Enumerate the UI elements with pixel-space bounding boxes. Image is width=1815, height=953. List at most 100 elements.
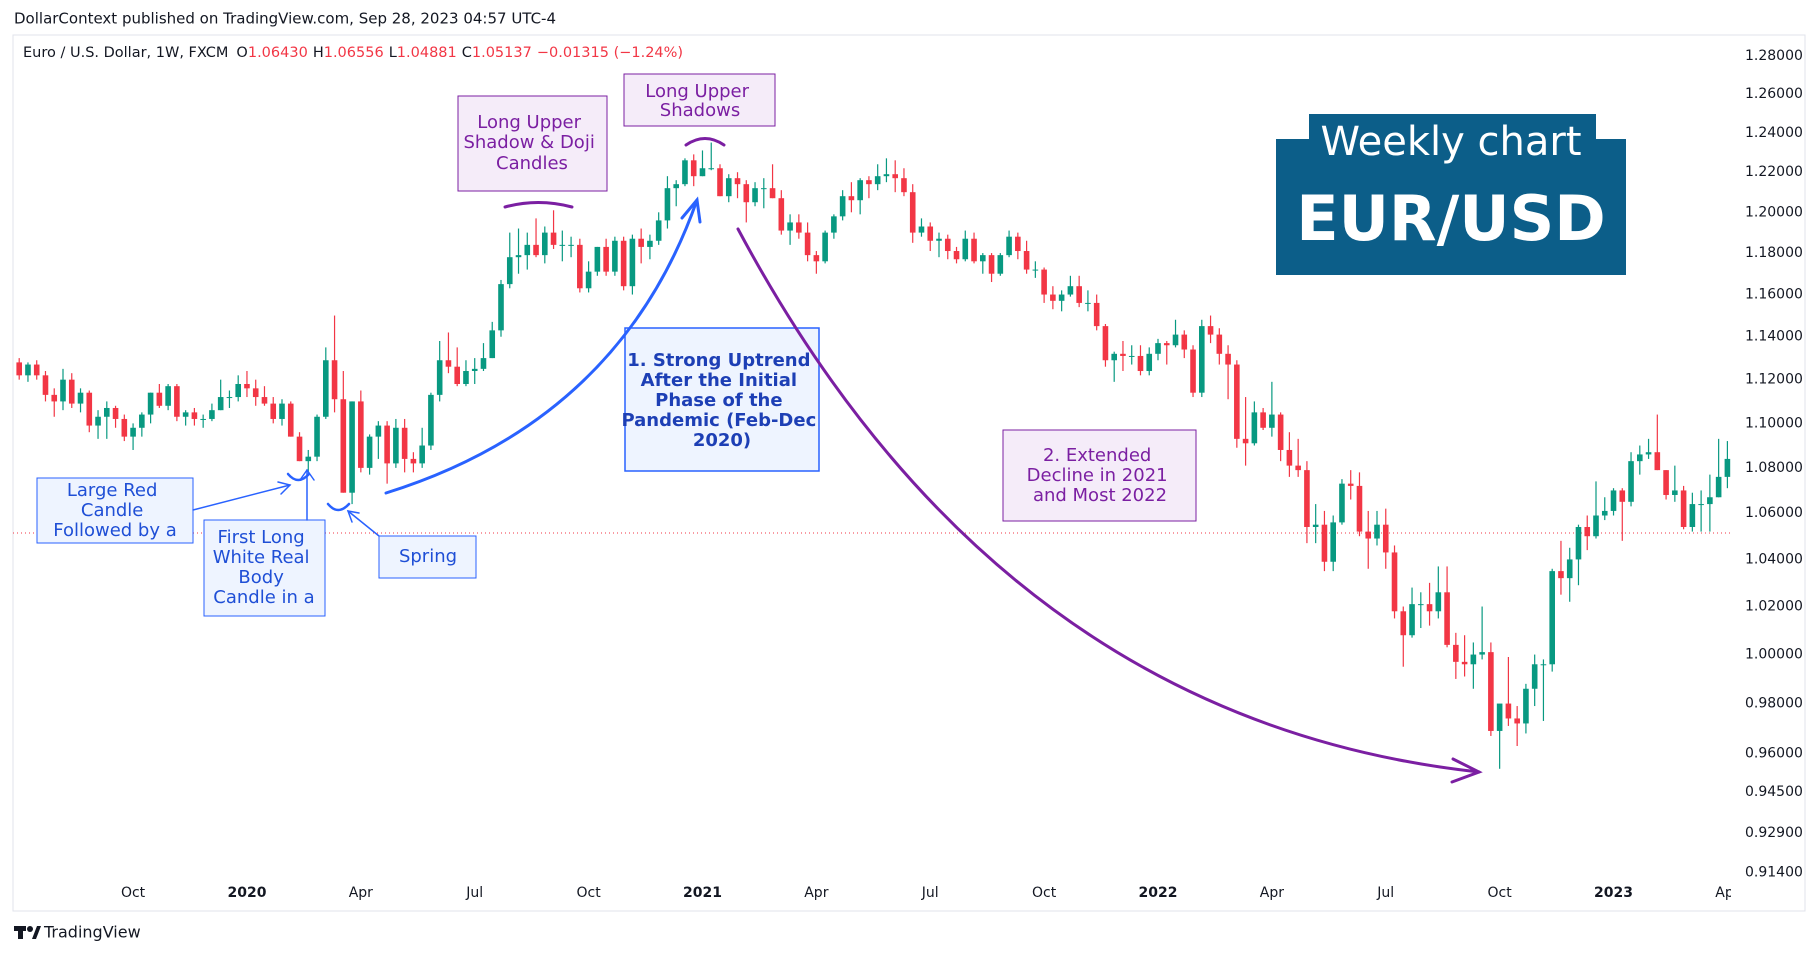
- candle-body: [971, 238, 977, 262]
- legend-field-value: 1.06430: [248, 45, 308, 61]
- y-tick-label: 0.98000: [1745, 696, 1803, 712]
- candle-body: [594, 246, 601, 272]
- annotation-line: Body: [238, 567, 284, 588]
- annotation-box: [1002, 429, 1197, 522]
- candle-body: [778, 198, 785, 231]
- logo-part: [18, 926, 23, 939]
- y-tick-label: 1.24000: [1745, 125, 1803, 141]
- candle-body: [200, 418, 206, 420]
- candle-body: [130, 427, 136, 437]
- candle-body: [1199, 326, 1205, 393]
- candle-body: [68, 379, 75, 404]
- candle-body: [568, 244, 574, 246]
- candle-body: [77, 392, 84, 404]
- candle-body: [620, 240, 627, 287]
- candle-body: [1330, 522, 1336, 562]
- annotation-line: 2020): [693, 430, 751, 451]
- legend-field-value: 1.05137: [472, 45, 532, 61]
- candle-body: [1628, 461, 1634, 502]
- y-tick-label: 1.16000: [1745, 287, 1803, 303]
- candle-body: [498, 284, 504, 331]
- annotation-box: [457, 95, 608, 192]
- candle-body: [682, 160, 688, 185]
- decline-arrow: [736, 227, 1481, 774]
- uptrend-arrow: [384, 198, 699, 495]
- candle-body: [235, 383, 241, 398]
- candle-body: [515, 255, 522, 258]
- x-tick-label: Jul: [1376, 885, 1394, 901]
- candle-body: [953, 251, 960, 260]
- candle-body: [629, 238, 636, 287]
- candle-body: [323, 360, 329, 417]
- candle-body: [165, 386, 171, 406]
- annotation-line: After the Initial: [641, 370, 797, 391]
- annotation-line: and Most 2022: [1033, 485, 1167, 506]
- candle-body: [577, 244, 583, 289]
- candle-body: [1514, 718, 1520, 724]
- annotation-line: Pandemic (Feb-Dec: [621, 410, 816, 431]
- arrow-head: [299, 468, 315, 481]
- candle-body: [980, 255, 986, 262]
- candle-body: [1400, 611, 1407, 636]
- y-tick-label: 1.04000: [1745, 551, 1803, 567]
- candle-body: [1566, 559, 1573, 579]
- y-tick-label: 1.14000: [1745, 329, 1803, 345]
- candle-body: [261, 397, 268, 404]
- annotation: Spring: [399, 546, 457, 567]
- candle-body: [506, 257, 513, 285]
- pointer: [192, 484, 291, 511]
- candle-body: [86, 392, 93, 426]
- candle-body: [708, 168, 715, 170]
- candle-body: [1444, 592, 1450, 645]
- candle-body: [1356, 485, 1363, 532]
- candle-body: [1111, 353, 1117, 361]
- annotation-line: Long Upper: [477, 112, 581, 133]
- candle-body: [1242, 438, 1249, 444]
- candle-body: [1102, 326, 1109, 361]
- annotation-box: [378, 535, 477, 579]
- candle-body: [252, 388, 259, 398]
- x-tick-label: Oct: [121, 885, 146, 901]
- candle-body: [988, 255, 995, 274]
- candle-body: [1312, 524, 1319, 527]
- candle-body: [1120, 353, 1126, 356]
- candle-body: [1163, 343, 1170, 346]
- candle-body: [1409, 604, 1415, 636]
- candle-body: [962, 238, 969, 260]
- candle-body: [1085, 302, 1091, 304]
- candle-body: [1295, 465, 1301, 471]
- candle-body: [1032, 269, 1039, 271]
- candle-body: [42, 375, 49, 395]
- candle-body: [1225, 353, 1231, 365]
- legend-change: −0.01315 (−1.24%): [537, 45, 683, 61]
- candle-body: [1076, 286, 1082, 303]
- candle-body: [1505, 703, 1512, 719]
- arc: [503, 201, 574, 209]
- arrow-head: [680, 196, 702, 224]
- candle-body: [550, 232, 557, 245]
- candle-body: [1558, 571, 1564, 579]
- candle-body: [287, 403, 294, 437]
- candle-body: [375, 425, 382, 437]
- legend-field-label: H: [313, 45, 324, 61]
- candle-body: [1251, 412, 1258, 444]
- annotation-line: First Long: [218, 527, 305, 548]
- annotation-box: [203, 519, 326, 617]
- candle-body: [331, 360, 338, 400]
- legend-field-label: O: [236, 45, 247, 61]
- arc: [326, 502, 351, 512]
- candle-body: [769, 188, 776, 199]
- drawings: [192, 137, 1483, 784]
- candle-body: [33, 364, 40, 376]
- candle-body: [559, 244, 566, 246]
- candle-body: [1672, 490, 1678, 495]
- candle-body: [182, 412, 189, 417]
- candle-body: [1365, 531, 1372, 539]
- candle-body: [883, 174, 890, 177]
- candle-body: [874, 176, 881, 185]
- candle-body: [366, 436, 373, 468]
- candle-body: [1216, 334, 1223, 354]
- candle-body: [139, 414, 145, 428]
- candle-body: [1531, 664, 1538, 689]
- candle-body: [1321, 524, 1328, 562]
